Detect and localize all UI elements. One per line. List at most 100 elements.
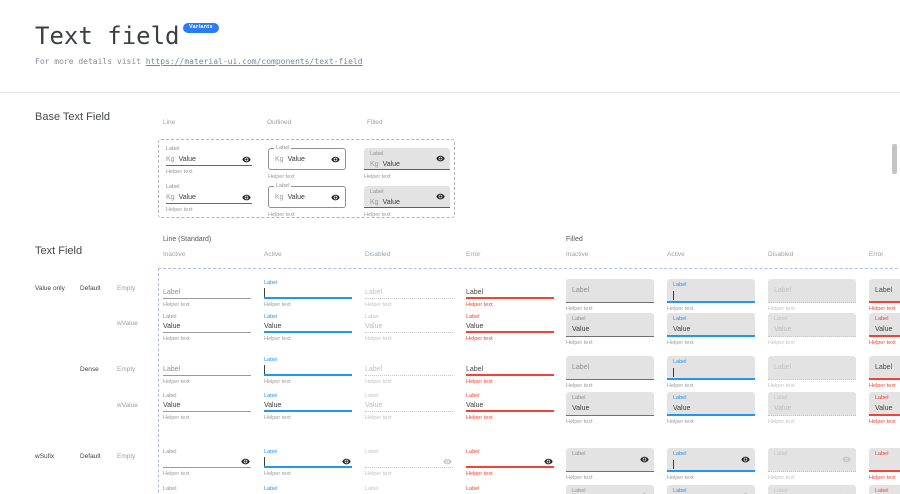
visibility-icon[interactable] [740, 454, 750, 464]
textfield-line-disabled[interactable]: Label Helper text [365, 356, 453, 385]
filled-box: Label [667, 356, 755, 380]
field-value: Value [572, 404, 590, 412]
textfield-filled-active[interactable]: Label Helper text [667, 279, 755, 312]
input-row: Value [466, 321, 554, 333]
textfield-line-error[interactable]: Label Helper text [466, 279, 554, 308]
scrollbar-thumb[interactable] [892, 144, 897, 174]
textfield-filled-disabled[interactable]: Label Helper text [768, 279, 856, 312]
textfield-filled-inactive[interactable]: Label Helper text [566, 279, 654, 312]
visibility-icon[interactable] [841, 455, 851, 465]
visibility-icon[interactable] [543, 456, 553, 466]
textfield-filled-disabled[interactable]: Label Helper text [768, 448, 856, 481]
input-row: Value [466, 400, 554, 412]
textfield-line-inactive[interactable]: Label Helper text [163, 279, 251, 308]
field-label: Label [875, 395, 889, 401]
text-cursor [264, 456, 265, 466]
field-label: Label [365, 289, 383, 296]
field-label: Label [166, 146, 180, 152]
row-label: Dense [80, 366, 99, 373]
input-row: Value [264, 400, 352, 412]
textfield-filled-disabled[interactable]: Label Helper text [768, 356, 856, 389]
visibility-icon[interactable] [435, 192, 445, 202]
field-label: Label [572, 395, 586, 401]
base-field-filled[interactable]: Label Kg Value Helper text [364, 183, 450, 218]
field-label: Label [774, 451, 788, 457]
subtitle-text: For more details visit [35, 57, 141, 66]
base-field-outlined[interactable]: Label Kg Value Helper text [268, 183, 346, 218]
visibility-icon[interactable] [241, 192, 251, 202]
visibility-icon[interactable] [341, 456, 351, 466]
field-label: Label [673, 359, 687, 365]
filled-box: Label [869, 356, 900, 380]
visibility-icon[interactable] [241, 154, 251, 164]
textfield-line-disabled[interactable]: Label Helper text [365, 448, 453, 477]
visibility-icon[interactable] [240, 457, 250, 467]
textfield-line-active[interactable]: Label Helper text [264, 448, 352, 477]
helper-text: Helper text [566, 383, 593, 389]
visibility-icon[interactable] [330, 154, 340, 164]
textfield-filled-error[interactable]: Label Helper text [869, 356, 900, 389]
textfield-filled-inactive[interactable]: Label Helper text [566, 448, 654, 481]
textfield-line-inactive[interactable]: Label Helper text [163, 356, 251, 385]
textfield-filled-active[interactable]: Label Helper text [667, 448, 755, 481]
textfield-filled-error[interactable]: Label Helper text [869, 448, 900, 481]
field-prefix: Kg [275, 193, 284, 201]
visibility-icon[interactable] [639, 455, 649, 465]
helper-text: Helper text [163, 302, 190, 308]
filled-box: Label Value [869, 313, 900, 337]
base-field-outlined[interactable]: Label Kg Value Helper text [268, 145, 346, 180]
field-prefix: Kg [166, 155, 175, 163]
helper-text: Helper text [667, 475, 694, 481]
text-cursor [673, 367, 674, 377]
visibility-icon[interactable] [442, 457, 452, 467]
visibility-icon[interactable] [330, 192, 340, 202]
textfield-line-error[interactable]: Label Helper text [466, 356, 554, 385]
base-field-line[interactable]: Label Kg Value Helper text [166, 145, 252, 175]
helper-text: Helper text [264, 415, 291, 421]
textfield-filled-inactive[interactable]: Label Helper text [566, 356, 654, 389]
textfield-filled-active[interactable]: Label Helper text [667, 356, 755, 389]
helper-text: Helper text [163, 379, 190, 385]
field-label: Label [572, 316, 586, 322]
base-field-filled[interactable]: Label Kg Value Helper text [364, 145, 450, 180]
material-ui-link[interactable]: https://material-ui.com/components/text-… [145, 57, 363, 66]
textfield-line-active[interactable]: Label Helper text [264, 279, 352, 308]
textfield-line-inactive[interactable]: Label Helper text [163, 448, 251, 477]
textfield-filled-error[interactable]: Label Helper text [869, 279, 900, 312]
textfield-line-active[interactable]: Label Helper text [264, 356, 352, 385]
field-label: Label [774, 287, 792, 294]
filled-box: Label [667, 448, 755, 472]
textfield-line-disabled[interactable]: Label Helper text [365, 279, 453, 308]
base-field-line[interactable]: Label Kg Value Helper text [166, 183, 252, 213]
text-cursor [673, 290, 674, 300]
helper-text: Helper text [365, 302, 392, 308]
field-prefix: Kg [370, 160, 379, 168]
field-label: Label [264, 314, 278, 320]
visibility-icon[interactable] [435, 154, 445, 164]
textfield-line-error[interactable]: Label Helper text [466, 448, 554, 477]
